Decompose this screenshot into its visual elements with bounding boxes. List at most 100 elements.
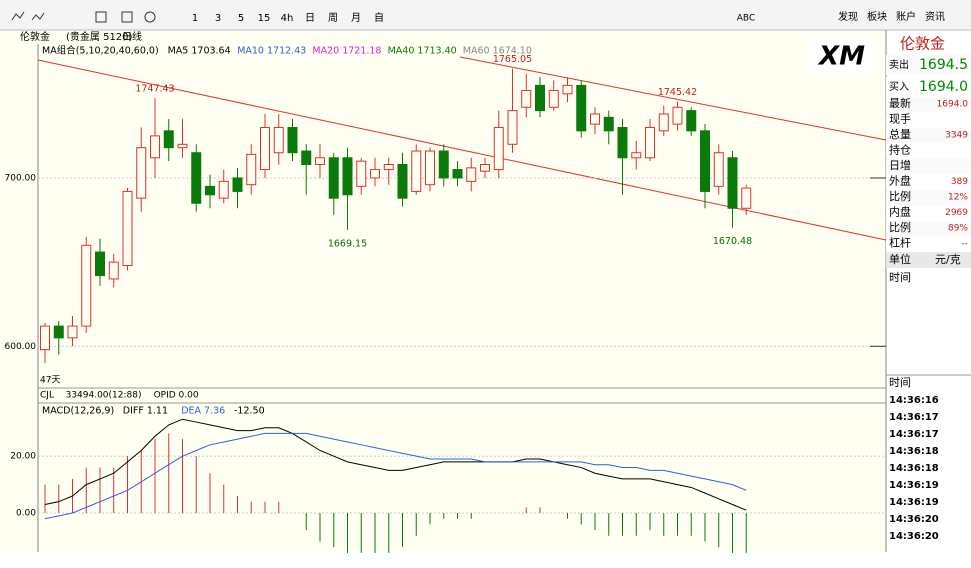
unit-label: 单位 <box>889 252 911 266</box>
candle-body <box>122 190 133 266</box>
candle-body <box>493 126 504 171</box>
candle-body <box>617 126 628 159</box>
row-bg <box>886 159 971 174</box>
period-button[interactable]: 1 <box>192 13 198 24</box>
row-bg <box>886 221 971 236</box>
row-bg <box>886 205 971 221</box>
row-bg <box>886 77 971 97</box>
quote-label: 卖出 <box>889 58 909 71</box>
candle-body <box>246 153 257 186</box>
trade-time: 14:36:17 <box>889 429 939 440</box>
candle-body <box>53 325 64 339</box>
candle-body <box>260 126 270 171</box>
quote-label: 买入 <box>889 81 909 93</box>
candle-body <box>163 130 174 149</box>
quote-label: 内盘 <box>889 205 911 219</box>
candle-body <box>438 150 449 179</box>
candle-body <box>741 187 752 209</box>
candle-body <box>95 251 105 277</box>
row-bg <box>886 55 971 75</box>
diff-line <box>44 418 747 511</box>
quote-value: 1694.0 <box>937 100 969 110</box>
candle-body <box>631 152 642 159</box>
candle-body <box>150 135 160 159</box>
trade-time: 14:36:19 <box>889 480 939 491</box>
macd-legend: DIFF 1.11 <box>123 406 168 417</box>
candle-body <box>191 152 202 204</box>
toolbar-button[interactable]: ABC <box>737 14 755 24</box>
candle-body <box>383 164 394 171</box>
row-bg <box>886 143 971 159</box>
candle-body <box>645 126 655 159</box>
period-button[interactable]: 自 <box>374 11 384 24</box>
macd-legend: -12.50 <box>234 406 265 417</box>
quote-label: 比例 <box>889 189 911 203</box>
candle-body <box>81 244 92 327</box>
period-button[interactable]: 15 <box>258 13 271 24</box>
candle-body <box>370 169 380 179</box>
candle-body <box>658 113 669 132</box>
ma-legend: MA10 1712.43 <box>237 46 306 57</box>
quote-value: -- <box>962 239 969 249</box>
menu-item[interactable]: 发现 <box>838 10 858 23</box>
low-label: 1670.48 <box>713 236 752 247</box>
quote-label: 最新 <box>889 96 911 110</box>
period-button[interactable]: 月 <box>351 12 361 24</box>
toolbar-icons <box>11 11 156 23</box>
quote-value: 89% <box>948 224 968 234</box>
high-label: 1747.43 <box>135 84 174 95</box>
candle-body <box>562 84 573 95</box>
candle-body <box>328 157 339 199</box>
quote-label: 现手 <box>889 112 911 126</box>
menu-item[interactable]: 板块 <box>867 10 887 23</box>
ma-legend: MA60 1674.10 <box>463 46 532 57</box>
period-button[interactable]: 5 <box>238 13 244 24</box>
quote-value: 2969 <box>945 208 968 218</box>
candle-body <box>177 143 188 149</box>
logo-bg <box>807 38 877 74</box>
toolbar-bg <box>0 0 971 30</box>
unit-bg <box>886 252 971 268</box>
candle-body <box>480 164 490 172</box>
ma-legend: MA40 1713.40 <box>388 46 457 57</box>
candle-body <box>273 126 284 154</box>
candle-body <box>603 116 614 132</box>
chart-bg <box>0 30 886 552</box>
period-button[interactable]: 日 <box>305 13 315 24</box>
candle-body <box>301 150 312 166</box>
candle-body <box>576 84 587 132</box>
trade-time: 14:36:16 <box>889 395 939 406</box>
quote-value: 12% <box>948 193 968 203</box>
period-button[interactable]: 4h <box>281 13 294 24</box>
high-label: 1745.42 <box>658 87 697 98</box>
candle-body <box>397 164 408 199</box>
quote-label: 杠杆 <box>889 236 911 250</box>
candle-body <box>686 110 697 132</box>
candle-body <box>205 185 215 196</box>
title-symbol: 伦敦金 <box>20 30 50 43</box>
candle-body <box>425 150 435 186</box>
volume-legend: 33494.00(12:88) <box>66 391 142 401</box>
row-bg <box>886 190 971 205</box>
ma-legend: MA5 1703.64 <box>168 46 231 57</box>
title-period: 日线 <box>122 30 142 43</box>
candle-body <box>342 157 353 196</box>
period-button[interactable]: 周 <box>328 12 338 24</box>
menu-item[interactable]: 账户 <box>896 10 916 23</box>
candle-body <box>136 147 147 199</box>
logo: XM <box>817 42 865 72</box>
quote-title: 伦敦金 <box>900 35 945 53</box>
candle-body <box>700 130 710 192</box>
candle-body <box>521 89 532 108</box>
trade-time: 14:36:18 <box>889 463 939 474</box>
menu-item[interactable]: 资讯 <box>925 11 945 23</box>
time-header: 时间 <box>889 271 911 284</box>
period-button[interactable]: 3 <box>215 13 221 24</box>
ma-legend: MA20 1721.18 <box>312 46 381 57</box>
candle-body <box>356 160 367 187</box>
candle-body <box>548 89 559 108</box>
row-bg <box>886 236 971 252</box>
candle-body <box>67 325 78 339</box>
